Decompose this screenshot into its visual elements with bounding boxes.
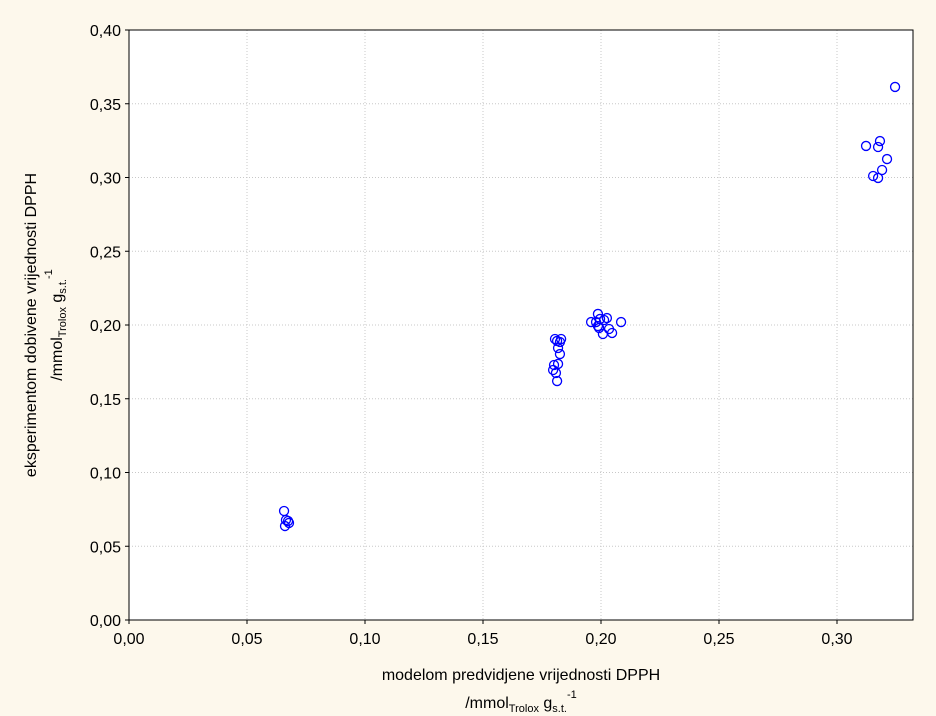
point (872, 141, 884, 153)
point (615, 316, 627, 328)
y-tick-label: 0,00 (90, 613, 121, 630)
unit-sub: s.t. (552, 703, 567, 715)
y-tick-label: 0,15 (90, 392, 121, 409)
y-axis-label: eksperimentom dobivene vrijednosti DPPH (23, 173, 40, 477)
y-tick-label: 0,35 (90, 97, 121, 114)
point (881, 153, 893, 165)
x-tick-label: 0,15 (467, 631, 498, 648)
y-tick-label: 0,20 (90, 318, 121, 335)
y-tick-label: 0,40 (90, 23, 121, 40)
x-axis-label: modelom predvidjene vrijednosti DPPH (382, 667, 660, 684)
y-tick-label: 0,25 (90, 244, 121, 261)
x-tick-label: 0,05 (231, 631, 262, 648)
unit-part: g (539, 695, 552, 712)
x-tick-label: 0,25 (703, 631, 734, 648)
point (872, 172, 884, 184)
point (552, 358, 564, 370)
point (283, 517, 295, 529)
x-tick-label: 0,00 (113, 631, 144, 648)
x-axis-unit: /mmolTrolox gs.t.-1 (465, 689, 577, 715)
unit-sub: s.t. (57, 279, 69, 294)
point (554, 348, 566, 360)
point (606, 327, 618, 339)
point (552, 342, 564, 354)
unit-sup: -1 (43, 269, 55, 279)
point (889, 81, 901, 93)
point (551, 335, 563, 347)
point (280, 514, 292, 526)
point (876, 164, 888, 176)
unit-sub: Trolox (57, 307, 69, 338)
point (592, 320, 604, 332)
unit-sup: -1 (567, 689, 577, 701)
y-tick-label: 0,10 (90, 466, 121, 483)
point (547, 364, 559, 376)
point (549, 333, 561, 345)
unit-part: /mmol (49, 337, 66, 381)
unit-part: g (49, 294, 66, 307)
x-tick-label: 0,10 (349, 631, 380, 648)
unit-sub: Trolox (509, 703, 540, 715)
point (867, 170, 879, 182)
unit-part: /mmol (465, 695, 509, 712)
y-tick-label: 0,05 (90, 539, 121, 556)
y-tick-label: 0,30 (90, 171, 121, 188)
plot-area (129, 30, 913, 620)
point (601, 312, 613, 324)
point (548, 359, 560, 371)
point (860, 140, 872, 152)
x-tick-label: 0,30 (821, 631, 852, 648)
y-axis-unit: /mmolTrolox gs.t.-1 (43, 269, 69, 381)
x-tick-label: 0,20 (585, 631, 616, 648)
point (598, 314, 610, 326)
point (874, 135, 886, 147)
point (551, 375, 563, 387)
